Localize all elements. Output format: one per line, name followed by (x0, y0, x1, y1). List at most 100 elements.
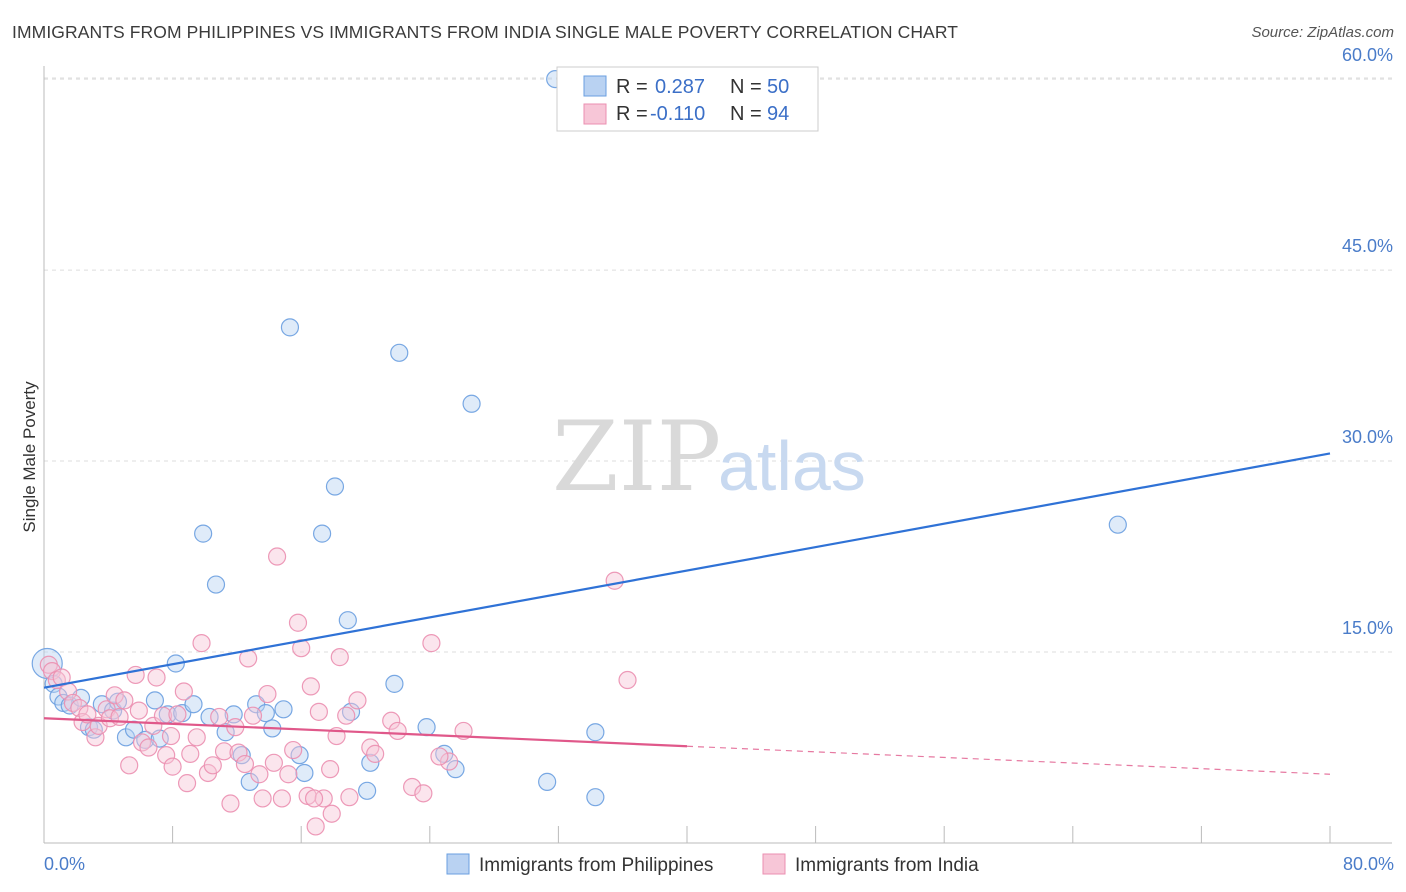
data-point (284, 740, 303, 760)
data-point (86, 728, 105, 747)
data-point (340, 788, 359, 807)
data-point (184, 695, 203, 714)
data-point (100, 709, 120, 728)
axes (43, 66, 1392, 844)
data-point (325, 477, 345, 496)
data-point (605, 571, 624, 590)
data-point (42, 662, 62, 681)
data-point (586, 723, 605, 742)
data-point (235, 754, 255, 774)
data-point (163, 757, 182, 776)
y-axis-title: Single Male Poverty (20, 381, 39, 533)
data-point (187, 728, 206, 747)
data-point (214, 742, 234, 761)
data-point (78, 705, 97, 724)
watermark: ZIP atlas (552, 401, 866, 513)
data-point (216, 723, 235, 742)
data-point (264, 753, 283, 772)
trend-lines (43, 452, 1331, 775)
data-point (422, 634, 441, 653)
data-point (157, 746, 176, 765)
data-point (414, 784, 433, 803)
data-point (288, 613, 308, 632)
data-point (139, 738, 158, 757)
data-point (115, 691, 134, 710)
data-point (366, 744, 385, 763)
data-point (388, 721, 407, 741)
y-tick-labels: 15.0% 30.0% 45.0% 60.0% (1342, 45, 1393, 638)
data-point (295, 763, 314, 783)
x-tick-label-max: 80.0% (1343, 854, 1394, 874)
data-point (348, 691, 367, 710)
data-point (203, 756, 222, 775)
data-point (240, 772, 259, 791)
data-point (618, 670, 637, 690)
legend-n-value-1: 50 (767, 76, 789, 98)
y-tick-label: 30.0% (1342, 427, 1393, 447)
stats-legend: R = 0.287 N = 50 R = -0.110 N = 94 (556, 66, 819, 132)
data-point (145, 691, 165, 710)
data-point (403, 777, 422, 797)
data-point (322, 804, 341, 823)
data-point (280, 318, 300, 337)
data-point (337, 706, 356, 725)
data-point (206, 575, 226, 594)
data-point (194, 524, 213, 543)
data-point (538, 772, 557, 791)
bottom-legend-label-india: Immigrants from India (795, 855, 979, 876)
data-point (120, 756, 139, 775)
data-point (192, 634, 211, 653)
trend-line-philippines (43, 452, 1331, 689)
data-point (129, 701, 148, 720)
x-tick-label-min: 0.0% (44, 854, 85, 874)
data-point (110, 707, 129, 727)
data-point (1108, 515, 1127, 534)
data-point (181, 744, 200, 763)
chart-title: IMMIGRANTS FROM PHILIPPINES VS IMMIGRANT… (12, 22, 959, 42)
trend-line-india-extension (686, 745, 1331, 775)
legend-r-value-1: 0.287 (655, 76, 705, 98)
legend-r-value-2: -0.110 (650, 103, 705, 125)
y-tick-label: 45.0% (1342, 236, 1393, 256)
series-india (39, 547, 637, 836)
data-point (279, 765, 298, 784)
data-point (243, 706, 263, 725)
data-point (250, 765, 269, 784)
data-points (31, 69, 1127, 836)
series-legend: Immigrants from Philippines Immigrants f… (446, 853, 979, 876)
legend-n-value-2: 94 (767, 103, 789, 125)
data-point (439, 752, 459, 771)
data-point (314, 789, 333, 808)
data-point (147, 668, 166, 687)
data-point (274, 700, 293, 719)
watermark-zip: ZIP (552, 401, 721, 513)
y-tick-label: 60.0% (1342, 45, 1393, 65)
trend-line-india (43, 717, 688, 748)
data-point (105, 686, 124, 705)
data-point (174, 682, 193, 701)
data-point (338, 611, 357, 630)
data-point (309, 702, 328, 721)
data-point (358, 781, 377, 800)
data-point (385, 674, 404, 693)
bottom-legend-swatch-india (762, 853, 786, 875)
data-point (272, 789, 292, 808)
data-point (382, 711, 401, 730)
data-point (321, 760, 340, 779)
legend-swatch-philippines (583, 75, 607, 97)
watermark-atlas: atlas (718, 427, 866, 505)
data-point (361, 753, 380, 772)
data-point (462, 394, 481, 413)
legend-n-label-1: N = (730, 76, 762, 98)
data-point (258, 684, 277, 704)
legend-n-label-2: N = (730, 103, 762, 125)
legend-r-label-1: R = (616, 76, 648, 98)
y-tick-label: 15.0% (1342, 618, 1393, 638)
data-point (210, 707, 229, 727)
data-point (312, 524, 332, 543)
data-point (301, 677, 320, 696)
data-point (306, 817, 325, 836)
data-point (417, 718, 436, 737)
data-point (168, 705, 187, 724)
